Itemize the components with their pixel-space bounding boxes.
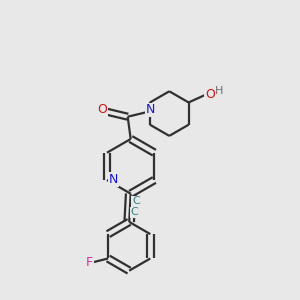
Text: C: C: [131, 207, 138, 218]
Text: C: C: [132, 196, 140, 206]
Text: H: H: [214, 86, 223, 96]
Text: F: F: [86, 256, 93, 269]
Text: N: N: [146, 103, 155, 116]
Text: N: N: [109, 173, 118, 186]
Text: O: O: [205, 88, 215, 100]
Text: O: O: [97, 103, 107, 116]
